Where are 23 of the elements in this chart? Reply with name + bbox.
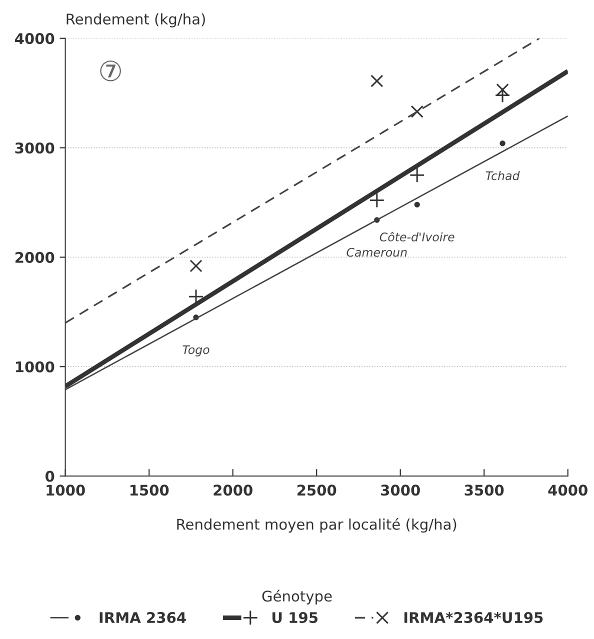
annotation: Tchad [486,171,520,180]
x-tick-label: 4000 [548,484,588,496]
y-tick-label: 1000 [16,361,54,372]
x-axis-title: Rendement moyen par localité (kg/ha) [177,518,456,533]
y-axis-title: Rendement (kg/ha) [66,13,205,28]
legend-label: U 195 [272,612,318,624]
x-tick-label: 1000 [46,484,85,496]
x-tick-label: 3500 [464,484,504,496]
x-tick-label: 3000 [381,484,420,496]
annotation: Cameroun [346,248,407,257]
legend-label: IRMA 2364 [100,612,186,624]
y-tick-label: 3000 [15,142,54,154]
y-tick-label: 2000 [15,252,54,263]
legend-label: IRMA*2364*U195 [404,612,543,624]
y-tick-label: 0 [45,470,54,482]
x-tick-label: 2000 [214,484,252,496]
legend-title: Génotype [262,590,332,604]
x-tick-label: 2500 [297,484,336,496]
annotation: Côte-d'Ivoire [380,232,454,242]
annotation: ⑦ [100,60,121,82]
x-tick-label: 1500 [130,484,169,496]
annotation: Togo [182,345,210,356]
y-tick-label: 4000 [14,33,54,44]
